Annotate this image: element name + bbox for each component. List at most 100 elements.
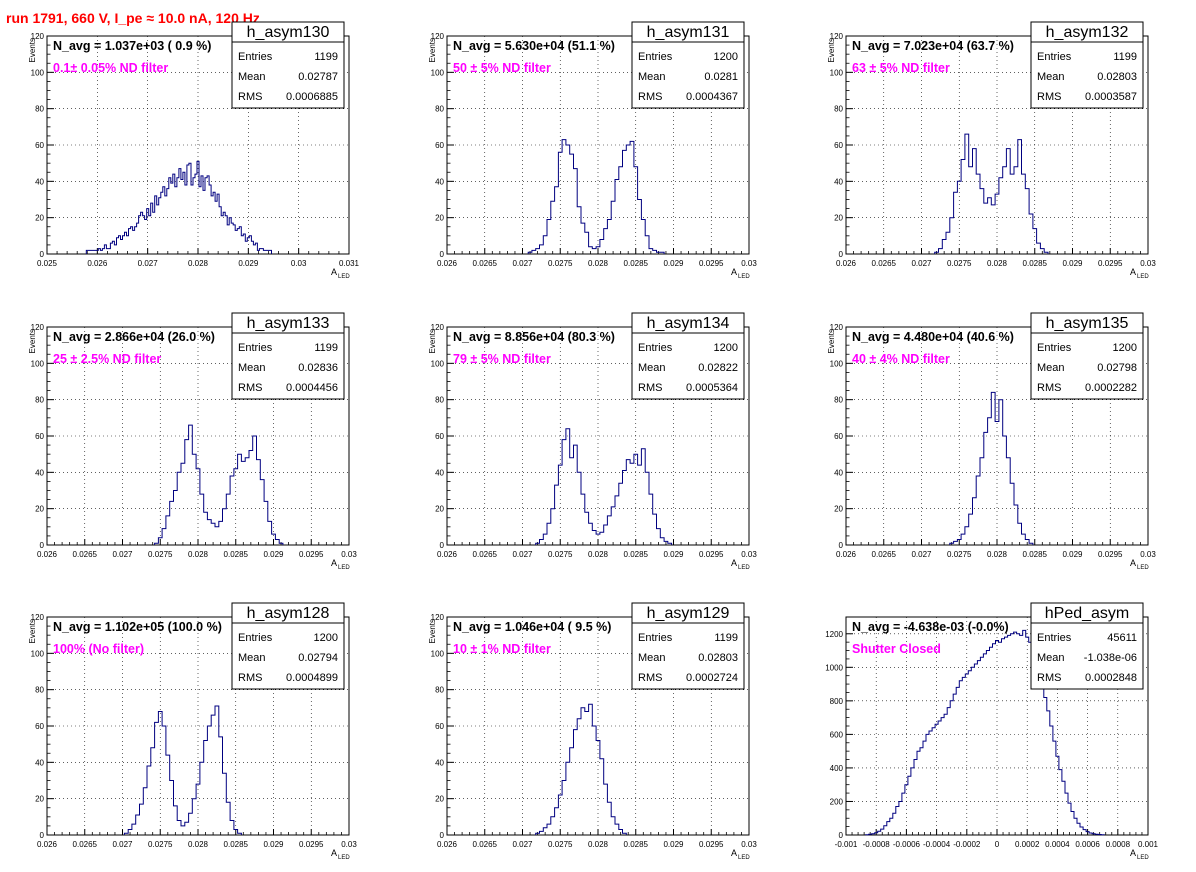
- stats-label: Entries: [1037, 632, 1072, 644]
- histogram-bin: [995, 194, 999, 254]
- histogram-line: [154, 424, 284, 545]
- y-tick-label: 60: [834, 432, 843, 441]
- histogram-bin: [607, 516, 611, 545]
- histogram-bin: [917, 751, 920, 835]
- navg-label: N_avg = 7.023e+04 (63.7 %): [852, 39, 1014, 53]
- histogram-bin: [570, 458, 574, 545]
- y-tick-label: 0: [40, 250, 45, 259]
- histogram-bin: [957, 181, 961, 254]
- y-tick-label: 80: [35, 396, 44, 405]
- y-tick-label: 100: [431, 359, 445, 368]
- histogram-bin: [1008, 635, 1011, 835]
- histogram-bin: [664, 541, 668, 545]
- y-tick-label: 0: [839, 250, 844, 259]
- histogram-bin: [1023, 630, 1026, 835]
- histogram-bin: [230, 476, 234, 545]
- x-axis-title: ALED: [331, 267, 350, 280]
- x-tick-label: 0.026: [87, 259, 108, 268]
- histogram-bin: [592, 249, 596, 254]
- histogram-bin: [158, 712, 162, 836]
- filter-label: 63 ± 5% ND filter: [852, 61, 950, 75]
- histogram-bin: [869, 834, 872, 835]
- histogram-bin: [257, 460, 261, 545]
- histogram-bin: [657, 529, 661, 545]
- histogram-bin: [155, 543, 159, 545]
- histogram-bin: [219, 207, 221, 254]
- histogram-bin: [607, 220, 611, 255]
- y-axis-title: Events: [428, 619, 437, 643]
- histogram-bin: [119, 236, 121, 254]
- histogram-bin: [110, 243, 112, 254]
- histogram-name: h_asym129: [647, 605, 730, 622]
- histogram-bin: [177, 821, 181, 836]
- histogram-bin: [570, 154, 574, 254]
- histogram-bin: [1037, 243, 1041, 254]
- histogram-bin: [562, 781, 566, 836]
- y-tick-label: 100: [31, 649, 45, 658]
- histogram-bin: [570, 748, 574, 835]
- histogram-bin: [938, 721, 941, 835]
- histogram-bin: [205, 178, 207, 254]
- histogram-bin: [965, 134, 969, 254]
- histogram-bin: [98, 249, 100, 254]
- histogram-bin: [607, 802, 611, 835]
- y-tick-label: 60: [435, 722, 444, 731]
- stats-value: 0.0004899: [286, 672, 338, 684]
- histogram-bin: [171, 183, 173, 254]
- stats-value: 0.0002282: [1085, 382, 1137, 394]
- stats-label: RMS: [1037, 382, 1061, 394]
- histogram-bin: [980, 657, 983, 835]
- histogram-bin: [189, 813, 193, 835]
- histogram-line: [123, 705, 242, 835]
- x-tick-label: 0.03: [741, 550, 757, 559]
- x-axis-subscript: LED: [338, 565, 350, 571]
- histogram-bin: [1022, 534, 1026, 545]
- y-tick-label: 80: [834, 105, 843, 114]
- histogram-bin: [908, 776, 911, 835]
- histogram-bin: [1014, 632, 1017, 835]
- y-tick-label: 80: [834, 396, 843, 405]
- histogram-bin: [129, 229, 131, 254]
- histogram-bin: [1014, 505, 1018, 545]
- y-tick-label: 100: [431, 649, 445, 658]
- x-tick-label: 0.0285: [1023, 550, 1048, 559]
- histogram-bin: [128, 830, 132, 836]
- histogram-bin: [604, 525, 608, 545]
- x-tick-label: 0.028: [588, 840, 609, 849]
- stats-box: hPed_asym Entries 45611 Mean -1.038e-06 RMS 0.…: [1030, 602, 1144, 690]
- histogram-bin: [974, 664, 977, 835]
- histogram-bin: [878, 831, 881, 835]
- x-tick-label: 0: [995, 840, 1000, 849]
- histogram-bin: [558, 152, 562, 254]
- histogram-bin: [104, 245, 106, 254]
- histogram-panel-h_asym132: 0.026 0.0265 0.027 0.0275 0.028 0.0285 0.029 0.…: [827, 21, 1156, 280]
- histogram-bin: [555, 187, 559, 254]
- histogram-bin: [253, 245, 255, 254]
- histogram-bin: [127, 236, 129, 254]
- stats-label: Mean: [238, 362, 266, 374]
- histogram-bin: [977, 661, 980, 835]
- histogram-bin: [265, 250, 267, 254]
- x-tick-label: 0.0295: [1098, 550, 1123, 559]
- histogram-bin: [645, 236, 649, 254]
- histogram-bin: [149, 216, 151, 254]
- x-tick-label: 0.026: [37, 550, 58, 559]
- y-tick-label: 120: [431, 613, 445, 622]
- stats-label: RMS: [1037, 91, 1061, 103]
- histogram-bin: [896, 807, 899, 836]
- histogram-bin: [185, 440, 189, 545]
- x-tick-label: 0.0285: [1023, 259, 1048, 268]
- stats-box-frame: [1030, 602, 1144, 690]
- stats-value: 0.02794: [298, 652, 338, 664]
- histogram-bin: [540, 831, 544, 835]
- histogram-bin: [147, 209, 149, 254]
- x-tick-label: 0.029: [663, 840, 684, 849]
- histogram-bin: [592, 726, 596, 835]
- histogram-panel-h_asym128: 0.026 0.0265 0.027 0.0275 0.028 0.0285 0.029 0.…: [28, 602, 357, 861]
- histogram-bin: [999, 642, 1002, 835]
- histogram-panel-h_asym131: 0.026 0.0265 0.027 0.0275 0.028 0.0285 0.029 0.…: [428, 21, 757, 280]
- histogram-bin: [581, 223, 585, 254]
- histogram-bin: [215, 201, 217, 254]
- histogram-bin: [255, 243, 257, 254]
- x-axis-title: ALED: [1130, 267, 1149, 280]
